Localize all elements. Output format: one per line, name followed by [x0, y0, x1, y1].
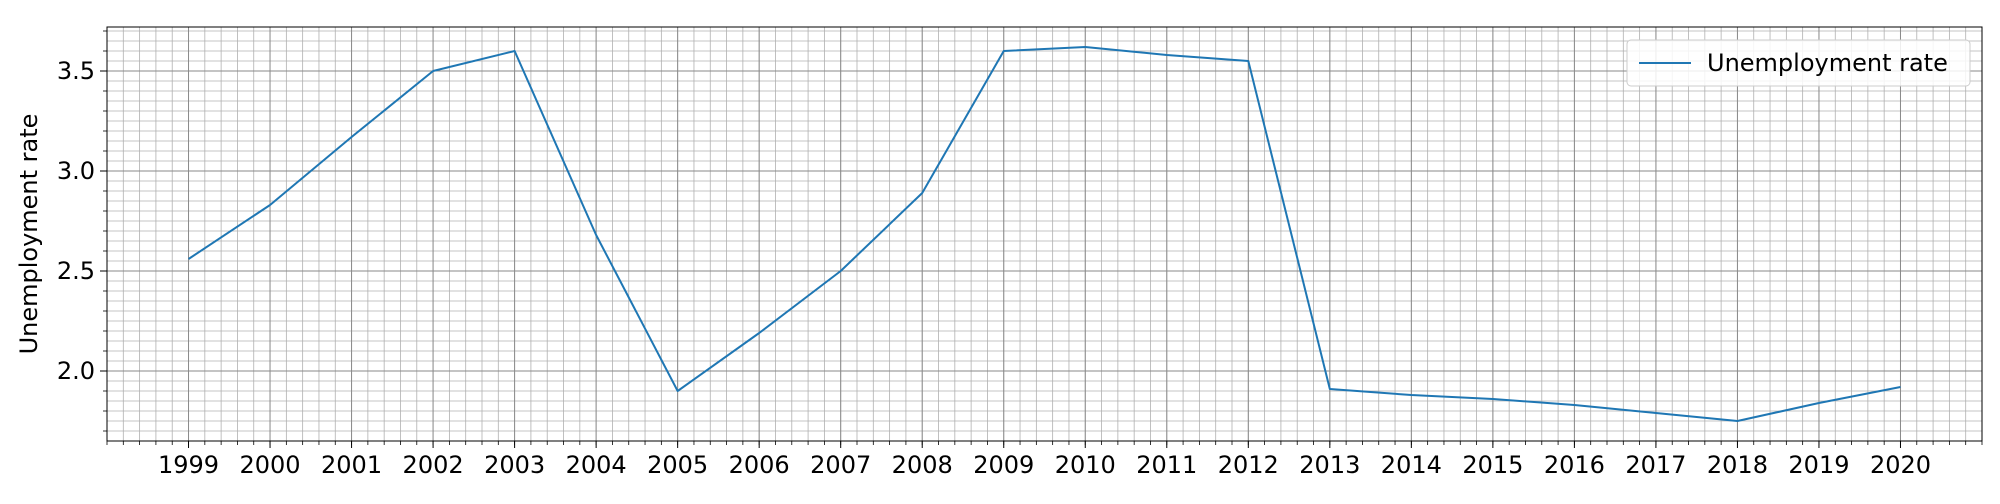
series-layer [189, 47, 1901, 421]
x-tick-label: 2014 [1381, 451, 1442, 479]
x-tick-label: 2018 [1707, 451, 1768, 479]
x-tick-label: 2007 [810, 451, 871, 479]
x-axis: 1999 2000 2001 2002 2003 2004 2005 2006 2007 2008… [107, 441, 1982, 479]
x-tick-label: 2010 [1055, 451, 1116, 479]
x-tick-label: 2002 [403, 451, 464, 479]
y-axis-label: Unemployment rate [15, 114, 43, 355]
x-tick-label: 2000 [240, 451, 301, 479]
x-tick-label: 2001 [321, 451, 382, 479]
x-tick-label: 2011 [1136, 451, 1197, 479]
minor-grid [107, 27, 1982, 441]
x-tick-label: 2012 [1218, 451, 1279, 479]
x-tick-label: 2019 [1788, 451, 1849, 479]
y-tick-label: 3.5 [57, 57, 95, 85]
x-tick-label: 2006 [729, 451, 790, 479]
x-tick-label: 2004 [566, 451, 627, 479]
series-line-0 [189, 47, 1901, 421]
x-tick-label: 2016 [1544, 451, 1605, 479]
y-tick-label: 2.0 [57, 357, 95, 385]
x-tick-label: 1999 [158, 451, 219, 479]
y-axis: 2.0 2.5 3.0 3.5 [57, 31, 107, 431]
legend: Unemployment rate [1627, 40, 1970, 86]
plot-frame [107, 27, 1982, 441]
legend-entry-label: Unemployment rate [1707, 49, 1948, 77]
x-tick-label: 2015 [1462, 451, 1523, 479]
major-grid [107, 27, 1982, 441]
x-tick-label: 2020 [1870, 451, 1931, 479]
y-tick-label: 3.0 [57, 157, 95, 185]
x-tick-label: 2005 [647, 451, 708, 479]
x-tick-label: 2017 [1625, 451, 1686, 479]
x-tick-label: 2003 [484, 451, 545, 479]
x-tick-label: 2009 [973, 451, 1034, 479]
y-tick-label: 2.5 [57, 257, 95, 285]
x-tick-label: 2013 [1299, 451, 1360, 479]
x-tick-label: 2008 [892, 451, 953, 479]
